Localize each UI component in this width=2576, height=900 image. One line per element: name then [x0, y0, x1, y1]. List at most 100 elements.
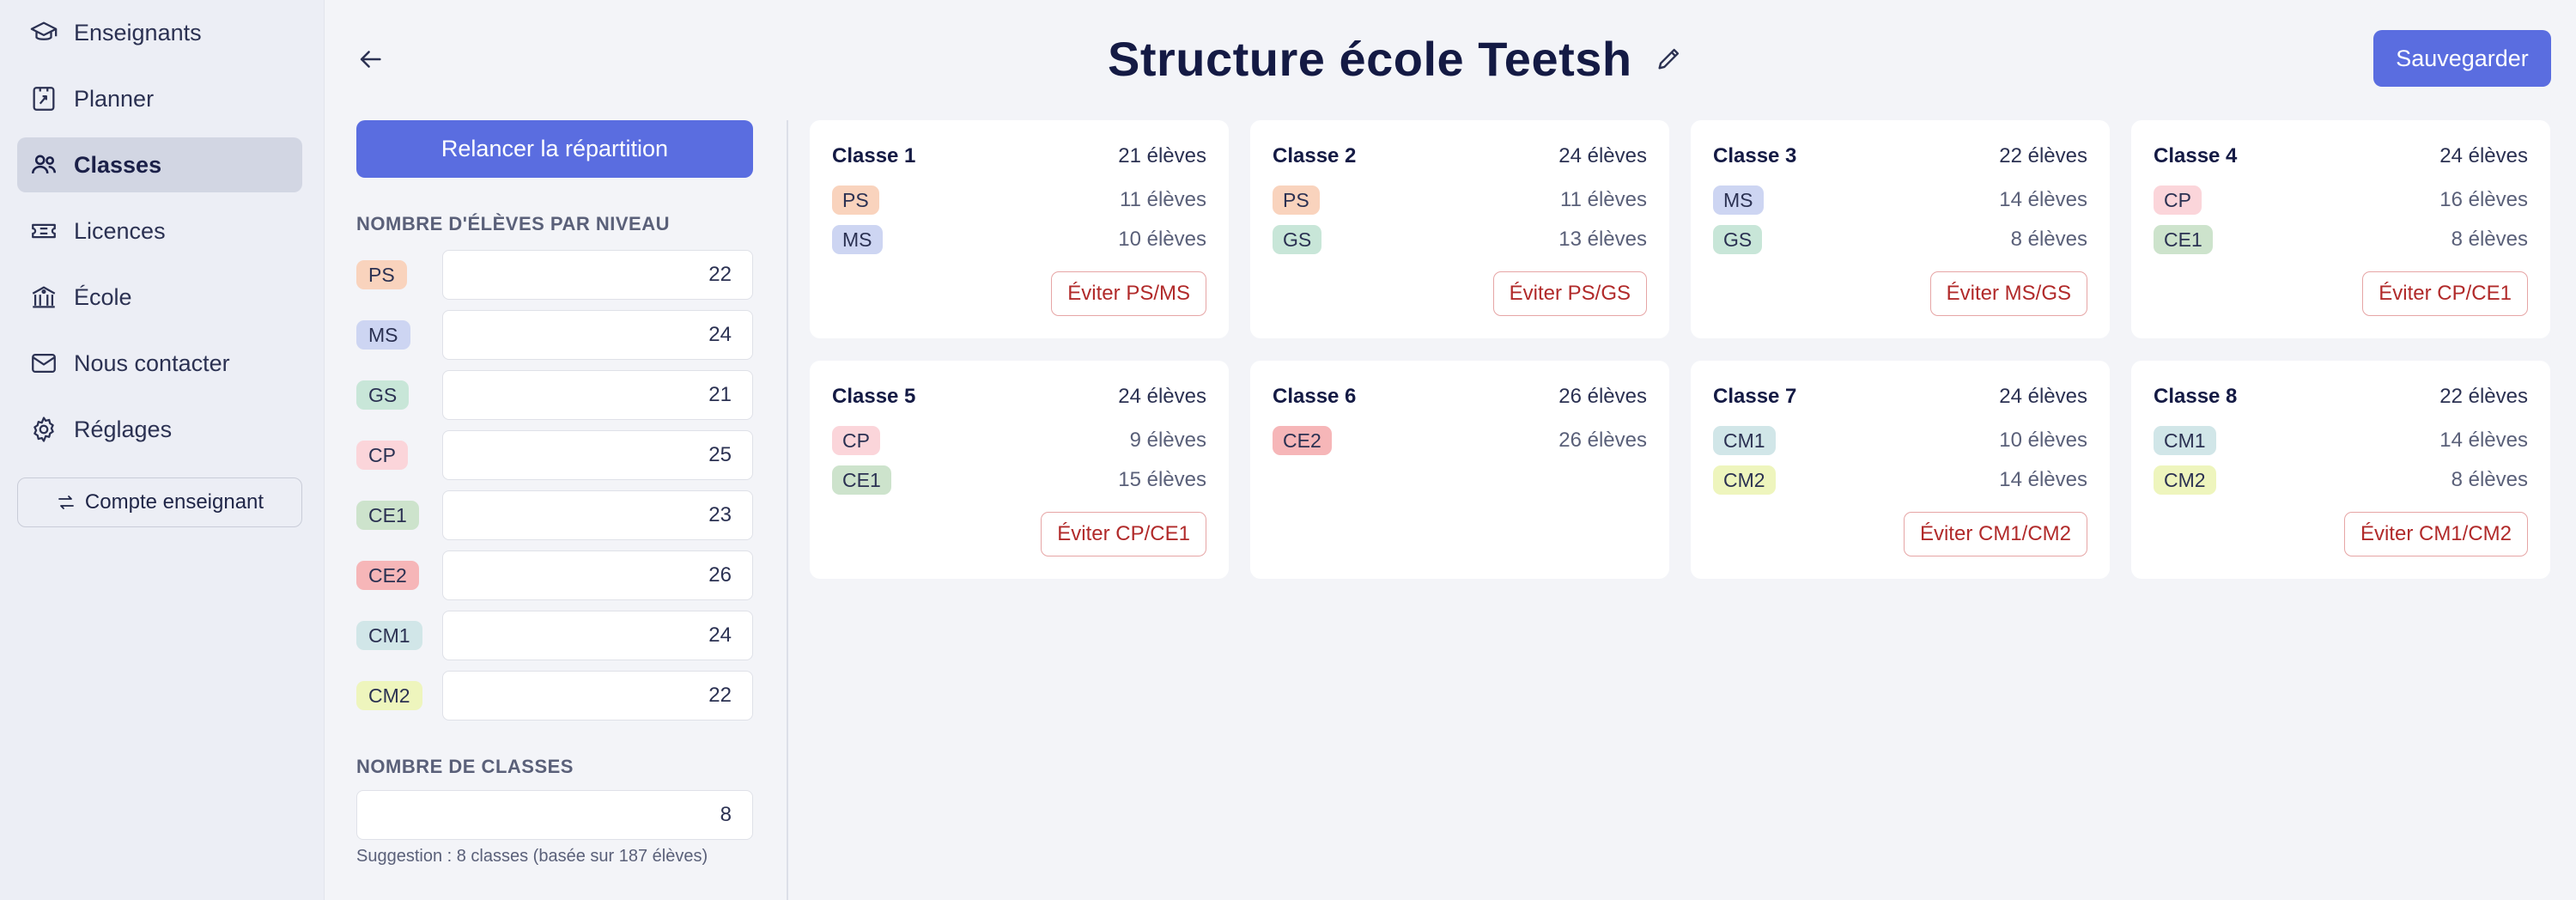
avoid-mix-button[interactable]: Éviter MS/GS	[1929, 271, 2087, 316]
level-badge: CM1	[356, 621, 422, 650]
ticket-icon	[32, 223, 56, 239]
class-name: Classe 7	[1713, 385, 1797, 408]
level-badge: MS	[1713, 185, 1764, 215]
level-count: 9 élèves	[1129, 429, 1206, 452]
sidebar-item-planner[interactable]: Planner	[17, 71, 302, 126]
level-row-ms: MS 24	[356, 310, 753, 360]
sidebar-item-classes[interactable]: Classes	[17, 137, 302, 192]
level-badge: CE1	[2154, 225, 2213, 254]
class-name: Classe 6	[1273, 385, 1357, 408]
level-row-ce1: CE1 23	[356, 490, 753, 540]
sidebar-item-label: Planner	[74, 85, 155, 112]
level-badge: CE1	[832, 465, 891, 495]
level-badge: CE2	[1273, 426, 1332, 455]
level-badge: PS	[832, 185, 879, 215]
class-card: Classe 7 24 élèves CM1 10 élèves CM2 14 élè…	[1691, 361, 2110, 579]
level-count-input[interactable]: 26	[442, 550, 753, 600]
level-count-input[interactable]: 23	[442, 490, 753, 540]
level-count-input[interactable]: 24	[442, 310, 753, 360]
avoid-mix-button[interactable]: Éviter CP/CE1	[2362, 271, 2528, 316]
class-total: 24 élèves	[1999, 385, 2087, 408]
level-badge: PS	[356, 260, 407, 289]
level-count: 10 élèves	[1999, 429, 2087, 452]
level-count: 16 élèves	[2439, 188, 2528, 211]
class-card: Classe 4 24 élèves CP 16 élèves CE1 8 élève…	[2131, 120, 2550, 338]
back-button[interactable]	[352, 41, 388, 77]
settings-panel: Relancer la répartition NOMBRE D'ÉLÈVES …	[325, 120, 788, 900]
level-count: 11 élèves	[1560, 188, 1647, 211]
avoid-mix-button[interactable]: Éviter CM1/CM2	[2343, 512, 2528, 556]
class-total: 24 élèves	[2439, 144, 2528, 167]
level-count: 13 élèves	[1558, 228, 1647, 251]
class-card: Classe 1 21 élèves PS 11 élèves MS 10 élève…	[810, 120, 1229, 338]
teacher-account-button[interactable]: Compte enseignant	[17, 477, 302, 527]
level-badge: CP	[2154, 185, 2202, 215]
level-count-input[interactable]: 25	[442, 430, 753, 480]
class-card: Classe 5 24 élèves CP 9 élèves CE1 15 élève…	[810, 361, 1229, 579]
account-button-label: Compte enseignant	[84, 490, 264, 514]
levels-section-title: NOMBRE D'ÉLÈVES PAR NIVEAU	[356, 213, 670, 234]
school-building-icon	[32, 286, 56, 308]
level-count-input[interactable]: 24	[442, 611, 753, 660]
level-count: 10 élèves	[1118, 228, 1206, 251]
class-name: Classe 4	[2154, 144, 2238, 167]
level-count-input[interactable]: 22	[442, 671, 753, 721]
planner-icon	[33, 87, 55, 111]
level-count: 15 élèves	[1118, 468, 1206, 491]
level-count: 14 élèves	[1999, 468, 2087, 491]
class-total: 22 élèves	[2439, 385, 2528, 408]
gear-icon	[33, 417, 54, 442]
sidebar-item-label: Nous contacter	[74, 350, 230, 376]
sidebar-item-reglages[interactable]: Réglages	[17, 402, 302, 457]
level-badge: CM2	[1713, 465, 1776, 495]
page-title: Structure école Teetsh	[1108, 31, 1632, 86]
avoid-mix-button[interactable]: Éviter PS/MS	[1051, 271, 1206, 316]
level-row-cm2: CM2 22	[356, 671, 753, 721]
level-badge: CE1	[356, 501, 419, 530]
level-row-cm1: CM1 24	[356, 611, 753, 660]
level-badge: CM1	[1713, 426, 1776, 455]
level-count: 8 élèves	[2451, 468, 2528, 491]
level-badge: GS	[356, 380, 410, 410]
sidebar-item-enseignants[interactable]: Enseignants	[17, 5, 302, 60]
sidebar-item-label: Réglages	[74, 416, 173, 442]
level-row-cp: CP 25	[356, 430, 753, 480]
class-total: 24 élèves	[1118, 385, 1206, 408]
level-badge: MS	[832, 225, 883, 254]
class-count-input[interactable]: 8	[356, 790, 753, 840]
class-name: Classe 2	[1273, 144, 1357, 167]
level-badge: CM2	[2154, 465, 2216, 495]
level-badge: GS	[1273, 225, 1322, 254]
class-name: Classe 3	[1713, 144, 1797, 167]
sidebar-item-nous-contacter[interactable]: Nous contacter	[17, 336, 302, 391]
title-area: Structure école Teetsh	[1108, 26, 1684, 91]
level-row-ce2: CE2 26	[356, 550, 753, 600]
pencil-icon[interactable]	[1655, 44, 1684, 73]
avoid-mix-button[interactable]: Éviter CP/CE1	[1041, 512, 1206, 556]
sidebar-item-label: Enseignants	[74, 19, 202, 46]
class-total: 26 élèves	[1558, 385, 1647, 408]
level-badge: CM1	[2154, 426, 2216, 455]
level-count: 14 élèves	[2439, 429, 2528, 452]
class-name: Classe 1	[832, 144, 916, 167]
relaunch-distribution-button[interactable]: Relancer la répartition	[356, 120, 753, 178]
sidebar-item-licences[interactable]: Licences	[17, 204, 302, 258]
level-badge: MS	[356, 320, 410, 350]
level-count-input[interactable]: 22	[442, 250, 753, 300]
sidebar: Enseignants Planner Classes Licences Éco…	[0, 0, 325, 900]
mail-icon	[32, 353, 56, 374]
level-count: 8 élèves	[2451, 228, 2528, 251]
arrow-left-icon	[360, 51, 381, 68]
save-button[interactable]: Sauvegarder	[2373, 30, 2551, 87]
level-badge: CP	[832, 426, 880, 455]
avoid-mix-button[interactable]: Éviter CM1/CM2	[1903, 512, 2087, 556]
sidebar-item-label: École	[74, 283, 132, 310]
class-total: 24 élèves	[1558, 144, 1647, 167]
level-row-ps: PS 22	[356, 250, 753, 300]
class-name: Classe 5	[832, 385, 916, 408]
level-badge: CM2	[356, 681, 422, 710]
avoid-mix-button[interactable]: Éviter PS/GS	[1492, 271, 1647, 316]
level-count-input[interactable]: 21	[442, 370, 753, 420]
level-badge: GS	[1713, 225, 1763, 254]
sidebar-item-ecole[interactable]: École	[17, 270, 302, 325]
